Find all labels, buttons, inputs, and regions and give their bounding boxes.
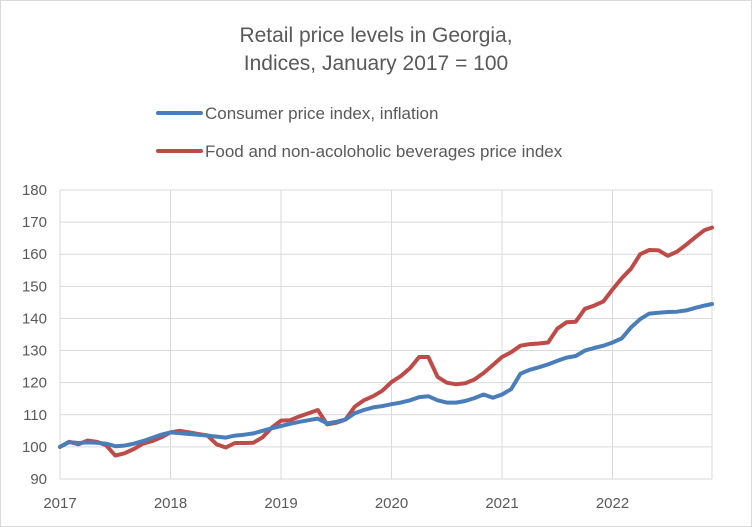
x-tick-label-2022: 2022 xyxy=(596,495,629,512)
x-tick-label-2018: 2018 xyxy=(154,495,187,512)
x-tick-label-2019: 2019 xyxy=(264,495,297,512)
gridlines xyxy=(60,189,713,479)
chart-title-line-1: Retail price levels in Georgia, xyxy=(239,24,512,47)
data-series xyxy=(58,225,714,458)
legend-label-cpi: Consumer price index, inflation xyxy=(205,104,438,123)
series-line-cpi xyxy=(58,302,714,449)
axes xyxy=(59,190,712,480)
y-tick-label-130: 130 xyxy=(22,343,47,360)
x-tick-label-2020: 2020 xyxy=(375,495,408,512)
y-tick-label-150: 150 xyxy=(22,278,47,295)
y-tick-label-170: 170 xyxy=(22,214,47,231)
y-tick-label-110: 110 xyxy=(23,407,47,424)
y-tick-label-140: 140 xyxy=(22,310,47,327)
x-axis-tick-labels: 2017 2018 2019 2020 2021 2022 xyxy=(43,495,629,512)
y-axis-tick-labels: 90 100 110 120 130 140 150 160 170 180 xyxy=(22,182,47,488)
y-tick-label-100: 100 xyxy=(22,439,47,456)
legend-label-food: Food and non-acoloholic beverages price … xyxy=(205,142,563,161)
legend: Consumer price index, inflation Food and… xyxy=(156,104,563,161)
y-tick-label-160: 160 xyxy=(22,246,47,263)
x-tick-label-2017: 2017 xyxy=(43,495,76,512)
y-tick-label-90: 90 xyxy=(30,471,47,488)
x-tick-label-2021: 2021 xyxy=(485,495,518,512)
y-tick-label-120: 120 xyxy=(22,375,47,392)
chart-title-line-2: Indices, January 2017 = 100 xyxy=(244,52,508,75)
chart-title: Retail price levels in Georgia, Indices,… xyxy=(239,24,512,75)
y-tick-label-180: 180 xyxy=(22,182,47,199)
